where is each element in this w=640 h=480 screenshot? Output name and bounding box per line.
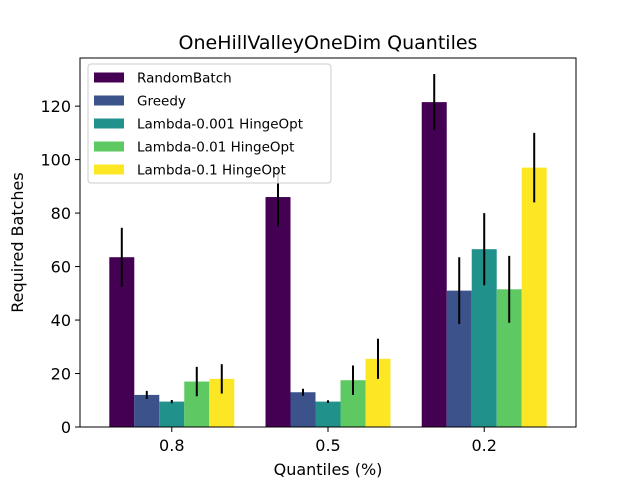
y-tick-label: 0 [61, 418, 71, 437]
legend-label: Lambda-0.001 HingeOpt [137, 117, 303, 133]
y-tick-label: 100 [40, 151, 71, 170]
legend-label: RandomBatch [137, 71, 232, 87]
x-axis-label: Quantiles (%) [274, 460, 383, 479]
plot-frame [79, 57, 577, 428]
x-axis: 0.8 0.5 0.2 [159, 427, 497, 455]
x-tick-label: 0.8 [159, 436, 184, 455]
legend-label: Lambda-0.01 HingeOpt [137, 140, 294, 156]
y-tick-label: 20 [51, 365, 71, 384]
legend-box [87, 63, 332, 184]
bar [521, 167, 547, 427]
bar [421, 102, 447, 427]
y-axis: 0 20 40 60 80 100 120 [40, 97, 80, 437]
bar [290, 392, 316, 427]
y-tick-label: 80 [51, 204, 71, 223]
legend-label: Greedy [137, 94, 186, 110]
bars-group [109, 102, 547, 427]
y-axis-label: Required Batches [8, 172, 27, 312]
chart-title: OneHillValleyOneDim Quantiles [179, 32, 478, 54]
x-tick-label: 0.5 [315, 436, 340, 455]
legend-swatch [94, 95, 124, 106]
y-tick-label: 40 [51, 311, 71, 330]
legend-label: Lambda-0.1 HingeOpt [137, 163, 286, 179]
bar [315, 401, 341, 427]
legend-swatch [94, 164, 124, 175]
legend: RandomBatch Greedy Lambda-0.001 HingeOpt La… [87, 63, 332, 184]
bar [134, 394, 160, 427]
y-tick-label: 120 [40, 97, 71, 116]
legend-swatch [94, 118, 124, 129]
bar [159, 401, 185, 427]
y-tick-label: 60 [51, 258, 71, 277]
legend-swatch [94, 72, 124, 83]
legend-swatch [94, 141, 124, 152]
bar [265, 197, 291, 427]
error-bars-group [120, 74, 536, 404]
x-tick-label: 0.2 [471, 436, 496, 455]
